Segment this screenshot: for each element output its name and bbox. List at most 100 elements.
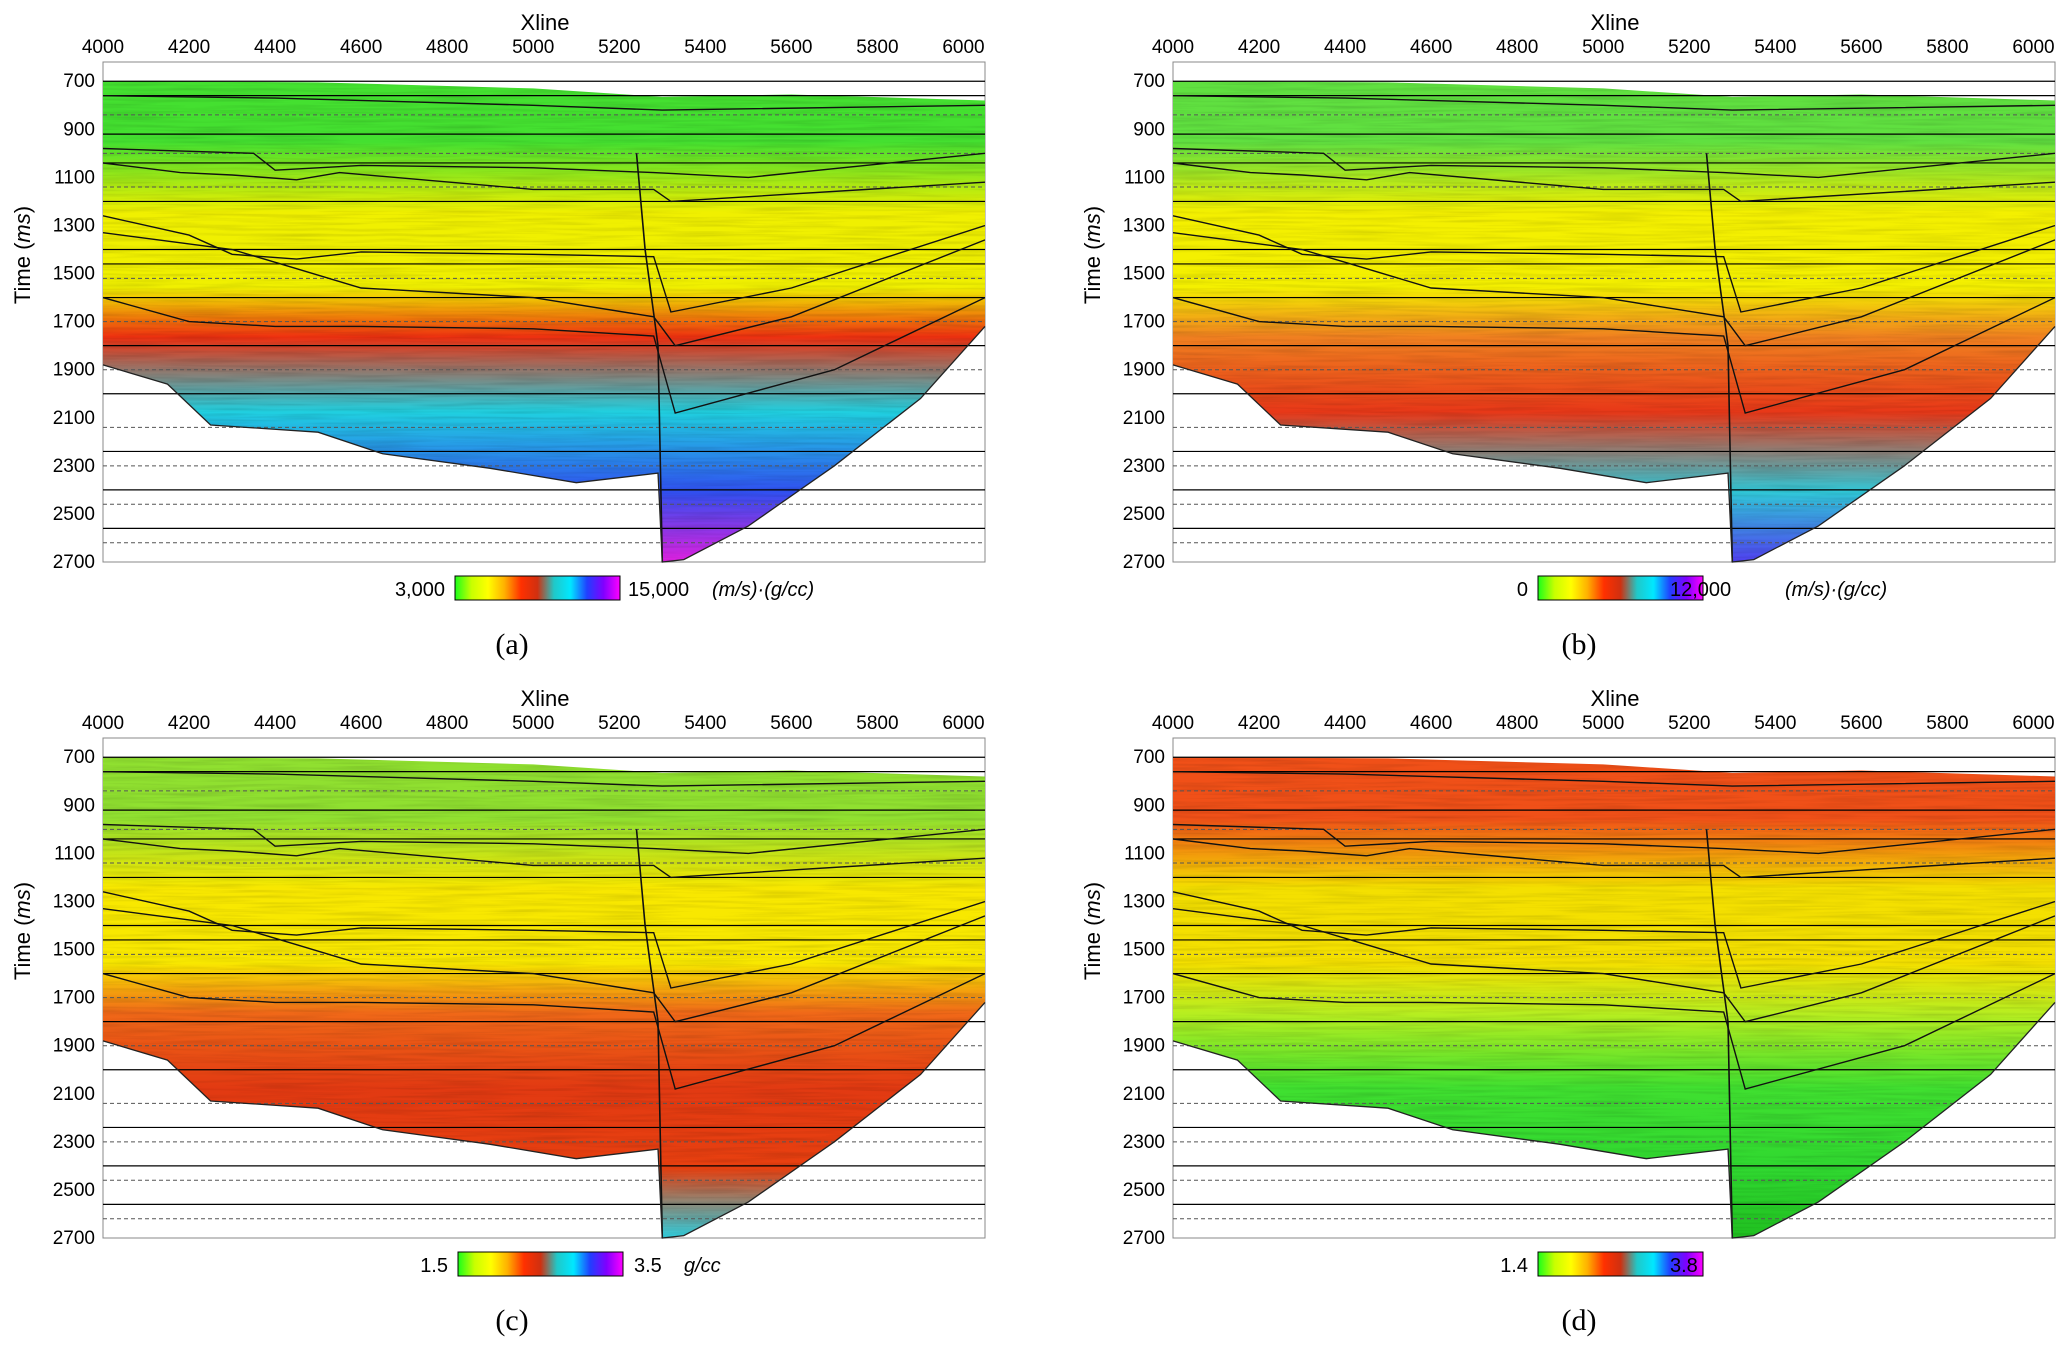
x-tick-label: 4600 [340, 37, 382, 58]
x-tick-label: 4400 [254, 37, 296, 58]
y-tick-label: 1100 [1124, 167, 1165, 188]
x-tick-labels: 4000 4200 4400 4600 4800 5000 5200 5400 5600 5800… [82, 37, 985, 58]
colorbar-max-label: 3.8 [1670, 1255, 1698, 1277]
x-tick-label: 4200 [168, 713, 210, 734]
horizon-line [103, 771, 985, 787]
y-axis-title: Time (ms) [1080, 882, 1105, 980]
y-axis-title-text: Time [1080, 932, 1105, 980]
colorbar [454, 575, 621, 601]
x-tick-label: 6000 [2012, 713, 2054, 734]
x-tick-label: 4000 [82, 37, 124, 58]
y-tick-label: 1300 [53, 215, 95, 236]
y-tick-label: 1500 [53, 264, 95, 285]
x-tick-label: 5800 [856, 713, 898, 734]
horizon-line [103, 908, 985, 1023]
panel-b: Xline 4000 4200 4400 4600 4800 5000 5200 5400 56… [1070, 0, 2071, 670]
plot-area [1172, 737, 2056, 1239]
horizon-line [1173, 972, 2055, 1090]
plot-area [102, 737, 986, 1239]
y-tick-label: 1900 [1123, 360, 1165, 381]
chart-c: Xline 4000 4200 4400 4600 4800 5000 5200 5400 56… [10, 686, 986, 1277]
x-tick-label: 6000 [2012, 37, 2054, 58]
horizon-line [103, 147, 985, 179]
x-tick-label: 4800 [426, 713, 468, 734]
x-tick-labels: 4000 4200 4400 4600 4800 5000 5200 5400 5600 5800… [82, 713, 985, 734]
plot-area [102, 61, 986, 563]
colorbar-unit: (m/s)·(g/cc) [1785, 579, 1887, 601]
caption: (a) [495, 628, 529, 661]
base-outline [1172, 1001, 2056, 1239]
colorbar-unit: (m/s)·(g/cc) [712, 579, 814, 601]
y-tick-label: 2500 [53, 1180, 95, 1201]
colorbar-max-label: 15,000 [628, 579, 689, 601]
panel-d: Xline 4000 4200 4400 4600 4800 5000 5200 5400 56… [1070, 676, 2071, 1346]
x-tick-label: 4000 [1152, 713, 1194, 734]
colorbar-min-label: 0 [1517, 579, 1528, 601]
colorbar [457, 1251, 624, 1277]
x-tick-label: 5400 [1754, 713, 1796, 734]
colorbar [1537, 575, 1704, 601]
y-axis-unit: ms [1080, 213, 1105, 242]
y-tick-label: 2700 [1123, 1228, 1165, 1249]
colorbar-gradient [1537, 575, 1704, 601]
y-tick-label: 1300 [1123, 891, 1165, 912]
y-tick-label: 1100 [54, 167, 95, 188]
colorbar-min-label: 1.5 [420, 1255, 448, 1277]
fault-line [635, 153, 664, 563]
y-tick-label: 2700 [53, 1228, 95, 1249]
horizon-line [1173, 891, 2055, 989]
y-tick-label: 2100 [53, 1084, 95, 1105]
y-tick-label: 700 [1133, 71, 1165, 92]
y-tick-label: 2100 [1123, 1084, 1165, 1105]
y-tick-labels: 700 900 1100 1300 1500 1700 1900 2100 2300 2500 27… [1123, 71, 1165, 573]
base-outline [102, 1001, 986, 1239]
x-tick-label: 5000 [1582, 713, 1624, 734]
x-tick-label: 5800 [856, 37, 898, 58]
chart-a: Xline 4000 4200 4400 4600 4800 5000 5200 5400 56… [10, 10, 986, 601]
colorbar [1537, 1251, 1704, 1277]
x-axis-title: Xline [1591, 10, 1640, 35]
x-tick-label: 4400 [1324, 37, 1366, 58]
panel-c: Xline 4000 4200 4400 4600 4800 5000 5200 5400 56… [0, 676, 1035, 1346]
x-axis-title: Xline [521, 686, 570, 711]
horizon-line [103, 162, 985, 203]
x-tick-label: 5000 [512, 37, 554, 58]
x-tick-label: 6000 [942, 713, 984, 734]
horizon-line [103, 232, 985, 347]
fault-line [1705, 829, 1734, 1239]
y-tick-label: 2300 [1123, 456, 1165, 477]
x-tick-label: 5200 [1668, 37, 1710, 58]
y-tick-label: 2700 [53, 552, 95, 573]
y-tick-label: 1900 [53, 1036, 95, 1057]
x-tick-label: 5600 [1840, 713, 1882, 734]
horizon-line [103, 891, 985, 989]
y-tick-label: 1700 [1123, 312, 1165, 333]
colorbar-gradient [454, 575, 621, 601]
horizon-line [1173, 215, 2055, 313]
y-axis-title: Time (ms) [10, 206, 35, 304]
horizon-line [103, 838, 985, 879]
y-tick-label: 1300 [1123, 215, 1165, 236]
y-tick-label: 2100 [1123, 408, 1165, 429]
y-tick-labels: 700 900 1100 1300 1500 1700 1900 2100 2300 2500 27… [1123, 747, 1165, 1249]
colorbar-unit: g/cc [684, 1255, 721, 1277]
y-tick-label: 2100 [53, 408, 95, 429]
horizon-line [1173, 162, 2055, 203]
colorbar-max-label: 3.5 [634, 1255, 662, 1277]
colorbar-gradient [457, 1251, 624, 1277]
y-tick-label: 900 [1133, 119, 1165, 140]
y-tick-label: 1500 [1123, 264, 1165, 285]
x-tick-label: 5000 [512, 713, 554, 734]
horizon-line [103, 215, 985, 313]
x-tick-label: 4400 [254, 713, 296, 734]
base-outline [102, 325, 986, 563]
fault-line [1705, 153, 1734, 563]
y-tick-label: 700 [63, 71, 95, 92]
x-tick-label: 5200 [598, 713, 640, 734]
x-tick-label: 5000 [1582, 37, 1624, 58]
horizon-line [1173, 232, 2055, 347]
y-axis-unit: ms [10, 889, 35, 918]
y-tick-labels: 700 900 1100 1300 1500 1700 1900 2100 2300 2500 27… [53, 747, 95, 1249]
y-tick-label: 1700 [1123, 988, 1165, 1009]
y-tick-label: 1900 [53, 360, 95, 381]
